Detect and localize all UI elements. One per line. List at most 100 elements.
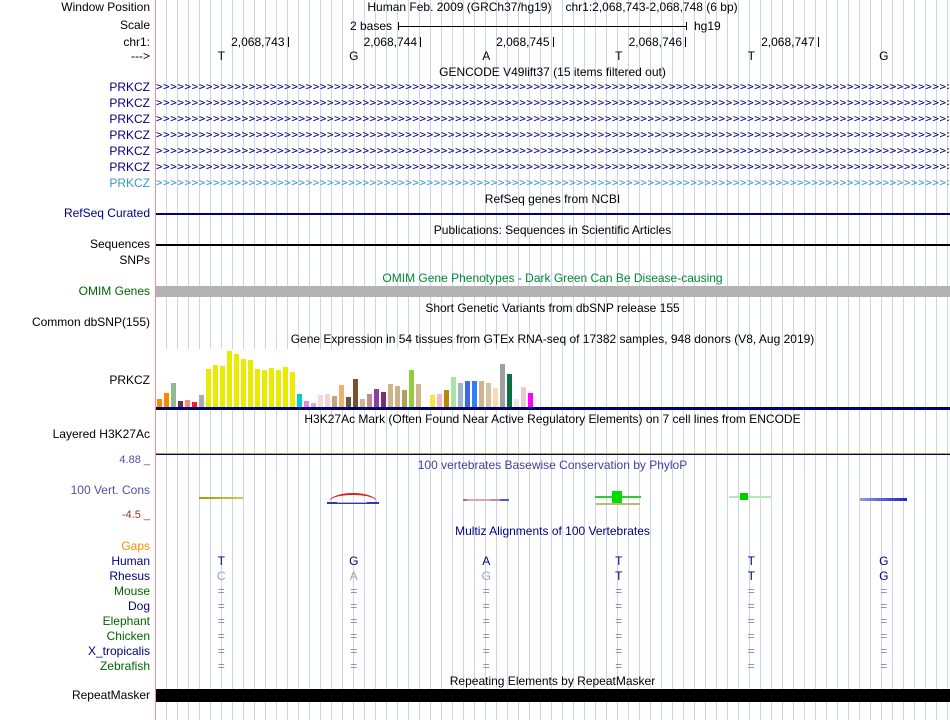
gtex-bar[interactable] <box>444 390 449 407</box>
multiz-cell[interactable]: T <box>747 569 755 583</box>
multiz-cell[interactable]: = <box>217 614 225 628</box>
gtex-bar[interactable] <box>220 366 225 407</box>
gtex-bar[interactable] <box>486 383 491 407</box>
multiz-cell[interactable]: = <box>482 584 490 598</box>
gtex-gene-label[interactable]: PRKCZ <box>109 373 150 387</box>
gtex-bar[interactable] <box>199 395 204 407</box>
gtex-bar[interactable] <box>409 370 414 407</box>
h3k27ac-track-title[interactable]: H3K27Ac Mark (Often Found Near Active Re… <box>304 412 801 426</box>
multiz-species-label[interactable]: Mouse <box>113 584 150 598</box>
multiz-cell[interactable]: A <box>482 554 491 568</box>
phylop-wiggle-1[interactable] <box>199 497 243 499</box>
gtex-bar[interactable] <box>255 369 260 407</box>
multiz-cell[interactable]: = <box>350 644 358 658</box>
gtex-bar[interactable] <box>479 381 484 407</box>
gtex-bar[interactable] <box>395 386 400 407</box>
multiz-cell[interactable]: = <box>482 659 490 673</box>
multiz-cell[interactable]: A <box>349 569 358 583</box>
gtex-bar[interactable] <box>346 397 351 407</box>
publications-item-bar[interactable] <box>156 244 950 246</box>
repeatmasker-label[interactable]: RepeatMasker <box>71 688 150 702</box>
multiz-cell[interactable]: T <box>747 554 755 568</box>
multiz-species-label[interactable]: Human <box>111 554 150 568</box>
gtex-bar[interactable] <box>388 384 393 407</box>
multiz-cell[interactable]: = <box>350 659 358 673</box>
gtex-bar[interactable] <box>458 383 463 407</box>
multiz-cell[interactable]: = <box>350 614 358 628</box>
gtex-bar[interactable] <box>171 383 176 407</box>
transcript-label[interactable]: PRKCZ <box>109 144 150 158</box>
gtex-bar[interactable] <box>367 394 372 407</box>
transcript-label[interactable]: PRKCZ <box>109 80 150 94</box>
transcript-arrows[interactable]: >>>>>>>>>>>>>>>>>>>>>>>>>>>>>>>>>>>>>>>>… <box>156 161 949 173</box>
multiz-cell[interactable]: = <box>880 599 888 613</box>
multiz-cell[interactable]: = <box>880 614 888 628</box>
multiz-cell[interactable]: = <box>482 644 490 658</box>
gtex-bar[interactable] <box>528 393 533 407</box>
gtex-bar[interactable] <box>381 392 386 407</box>
gtex-bar[interactable] <box>360 399 365 407</box>
multiz-cell[interactable]: C <box>216 569 226 583</box>
multiz-cell[interactable]: G <box>349 554 359 568</box>
transcript-label[interactable]: PRKCZ <box>109 160 150 174</box>
omim-track-title[interactable]: OMIM Gene Phenotypes - Dark Green Can Be… <box>382 271 723 285</box>
multiz-cell[interactable]: = <box>350 584 358 598</box>
transcript-label[interactable]: PRKCZ <box>109 96 150 110</box>
multiz-cell[interactable]: = <box>747 629 755 643</box>
common-dbsnp-label[interactable]: Common dbSNP(155) <box>31 315 150 329</box>
multiz-cell[interactable]: G <box>879 569 889 583</box>
dbsnp-track-title[interactable]: Short Genetic Variants from dbSNP releas… <box>425 301 680 315</box>
gtex-bar[interactable] <box>185 400 190 407</box>
gtex-bar[interactable] <box>507 374 512 407</box>
gtex-bar[interactable] <box>325 394 330 407</box>
transcript-label[interactable]: PRKCZ <box>109 128 150 142</box>
multiz-cell[interactable]: = <box>615 584 623 598</box>
multiz-cell[interactable]: = <box>482 629 490 643</box>
gtex-bar[interactable] <box>416 384 421 407</box>
snps-label[interactable]: SNPs <box>119 253 150 267</box>
gtex-bar[interactable] <box>465 381 470 407</box>
gtex-bar[interactable] <box>402 390 407 407</box>
phylop-wiggle-5-line[interactable] <box>729 496 771 498</box>
gtex-bar[interactable] <box>241 359 246 407</box>
multiz-cell[interactable]: = <box>880 644 888 658</box>
gtex-bar[interactable] <box>353 379 358 407</box>
h3k27ac-label[interactable]: Layered H3K27Ac <box>52 427 150 441</box>
multiz-cell[interactable]: = <box>615 644 623 658</box>
sequences-label[interactable]: Sequences <box>89 237 150 251</box>
gtex-bar[interactable] <box>206 369 211 407</box>
multiz-cell[interactable]: = <box>350 599 358 613</box>
gtex-bar[interactable] <box>234 354 239 407</box>
gtex-bar[interactable] <box>451 377 456 407</box>
multiz-cell[interactable]: = <box>747 659 755 673</box>
multiz-cell[interactable]: = <box>217 584 225 598</box>
gtex-bar[interactable] <box>311 403 316 407</box>
gtex-expression-bars[interactable] <box>157 351 535 407</box>
repeatmasker-track-title[interactable]: Repeating Elements by RepeatMasker <box>449 674 656 688</box>
gtex-bar[interactable] <box>290 372 295 407</box>
gtex-bar[interactable] <box>318 395 323 407</box>
gtex-bar[interactable] <box>374 389 379 407</box>
gtex-bar[interactable] <box>276 370 281 407</box>
phylop-wiggle-3[interactable] <box>463 499 509 501</box>
gtex-bar[interactable] <box>157 399 162 407</box>
multiz-cell[interactable]: = <box>747 614 755 628</box>
gtex-bar[interactable] <box>472 381 477 407</box>
gtex-bar[interactable] <box>339 385 344 407</box>
multiz-cell[interactable]: G <box>481 569 491 583</box>
multiz-cell[interactable]: = <box>615 614 623 628</box>
multiz-cell[interactable]: = <box>217 629 225 643</box>
multiz-track-title[interactable]: Multiz Alignments of 100 Vertebrates <box>455 524 650 538</box>
multiz-cell[interactable]: = <box>615 599 623 613</box>
publications-track-title[interactable]: Publications: Sequences in Scientific Ar… <box>433 223 672 237</box>
gtex-bar[interactable] <box>500 364 505 407</box>
gtex-bar[interactable] <box>332 396 337 407</box>
transcript-arrows[interactable]: >>>>>>>>>>>>>>>>>>>>>>>>>>>>>>>>>>>>>>>>… <box>156 81 949 93</box>
multiz-species-label[interactable]: Gaps <box>121 539 150 553</box>
multiz-cell[interactable]: = <box>747 584 755 598</box>
omim-gene-bar[interactable] <box>156 286 950 297</box>
gtex-bar[interactable] <box>164 393 169 407</box>
phylop-track-label[interactable]: 100 Vert. Cons <box>70 483 150 497</box>
multiz-species-label[interactable]: Zebrafish <box>99 659 150 673</box>
gtex-bar[interactable] <box>248 360 253 407</box>
